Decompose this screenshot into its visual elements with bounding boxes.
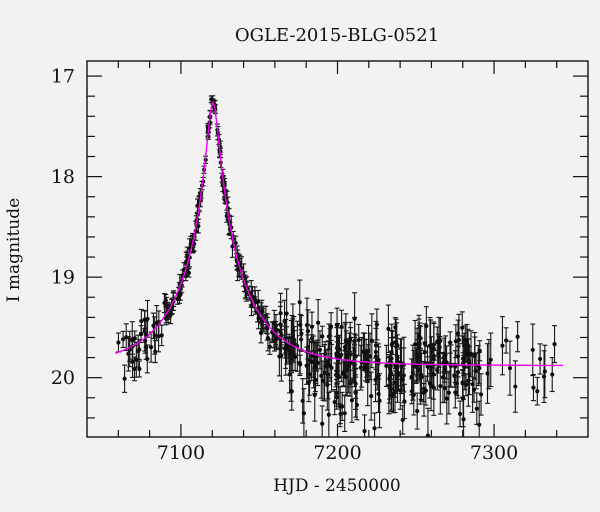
axis-ticks	[87, 61, 588, 437]
model-curve	[114, 100, 563, 367]
x-axis-label: HJD - 2450000	[273, 476, 401, 496]
plot-title: OGLE-2015-BLG-0521	[235, 25, 439, 46]
x-tick-label: 7300	[470, 442, 518, 464]
y-tick-label: 18	[51, 166, 75, 188]
x-tick-label: 7200	[313, 442, 361, 464]
y-tick-label: 20	[51, 367, 75, 389]
y-tick-label: 17	[51, 66, 75, 88]
y-axis-label: I magnitude	[4, 198, 24, 302]
model-curve-path	[114, 100, 563, 367]
x-tick-label: 7100	[157, 442, 205, 464]
y-tick-label: 19	[51, 267, 75, 289]
axis-tick-labels: 7100 7200 7300 17 18 19 20	[51, 66, 518, 464]
